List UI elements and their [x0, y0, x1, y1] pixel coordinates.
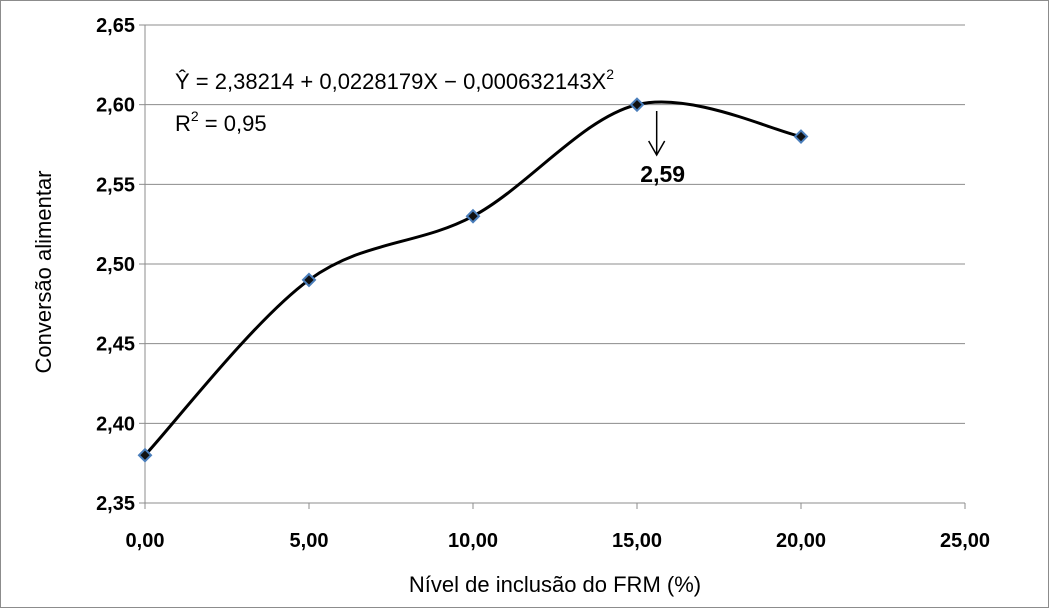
gridlines [145, 24, 965, 424]
x-tick-label: 20,00 [776, 530, 826, 552]
y-axis-title: Conversão alimentar [31, 171, 56, 374]
y-tick-label: 2,50 [96, 254, 135, 276]
equation-label: Ŷ = 2,38214 + 0,0228179X − 0,000632143X2 [175, 66, 614, 94]
r-squared-label: R2 = 0,95 [175, 108, 267, 136]
tick-marks [139, 24, 966, 509]
data-point-marker [137, 447, 153, 463]
x-tick-label: 15,00 [612, 530, 662, 552]
data-point-marker [629, 97, 645, 113]
y-tick-label: 2,60 [96, 95, 135, 117]
y-tick-label: 2,55 [96, 174, 135, 196]
arrow-head [648, 140, 666, 157]
data-point-marker [301, 272, 317, 288]
x-tick-label: 5,00 [290, 530, 329, 552]
y-tick-label: 2,35 [96, 493, 135, 515]
x-axis-title: Nível de inclusão do FRM (%) [409, 572, 701, 597]
x-tick-label: 10,00 [448, 530, 498, 552]
x-tick-label: 25,00 [940, 530, 990, 552]
max-arrow [648, 111, 666, 157]
data-point-marker [793, 129, 809, 144]
series-markers [137, 97, 809, 463]
x-tick-label: 0,00 [126, 530, 165, 552]
y-tick-label: 2,65 [96, 15, 135, 37]
data-point-marker [465, 208, 481, 224]
max-value-label: 2,59 [640, 161, 685, 187]
y-tick-label: 2,40 [96, 413, 135, 435]
y-tick-label: 2,45 [96, 334, 135, 356]
